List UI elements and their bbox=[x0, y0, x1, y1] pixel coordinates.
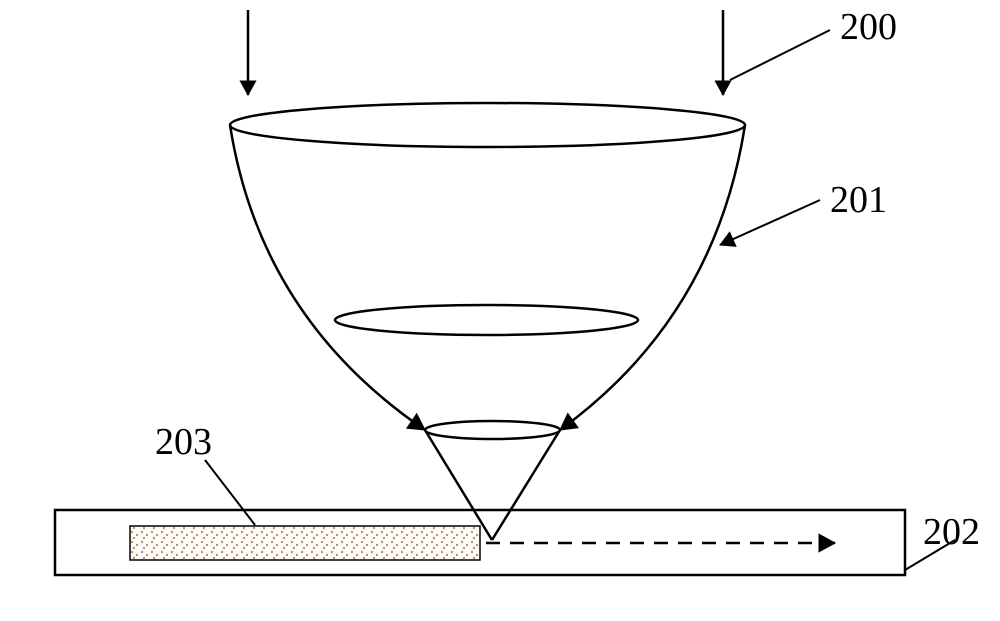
label-200: 200 bbox=[840, 5, 897, 49]
optical-focus-diagram bbox=[0, 0, 1000, 621]
label-201: 201 bbox=[830, 178, 887, 222]
label-202: 202 bbox=[923, 510, 980, 554]
label-203: 203 bbox=[155, 420, 212, 464]
